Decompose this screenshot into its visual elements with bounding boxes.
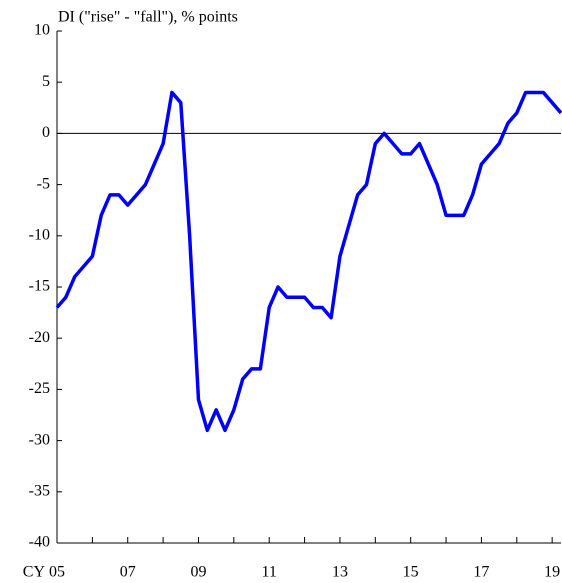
x-tick-label: 09	[190, 564, 206, 581]
y-tick-label: -10	[29, 226, 50, 243]
y-tick-label: 5	[42, 73, 50, 90]
y-tick-label: -20	[29, 329, 50, 346]
y-tick-label: 10	[34, 22, 50, 39]
y-tick-label: 0	[42, 124, 50, 141]
x-tick-label: 07	[120, 564, 136, 581]
y-tick-label: -25	[29, 380, 50, 397]
y-tick-label: -5	[37, 175, 50, 192]
x-tick-label: 15	[403, 564, 419, 581]
x-tick-label: 17	[473, 564, 489, 581]
x-tick-label: 13	[332, 564, 348, 581]
y-tick-label: -15	[29, 278, 50, 295]
x-tick-label: 19	[544, 564, 560, 581]
y-axis-label: DI ("rise" - "fall"), % points	[58, 9, 238, 26]
line-series	[55, 90, 562, 433]
y-tick-label: -40	[29, 534, 50, 551]
y-tick-label: -30	[29, 431, 50, 448]
y-tick-label: -35	[29, 482, 50, 499]
x-tick-label: 11	[262, 564, 277, 581]
x-tick-label: 05	[49, 564, 65, 581]
x-prefix: CY	[23, 564, 46, 581]
